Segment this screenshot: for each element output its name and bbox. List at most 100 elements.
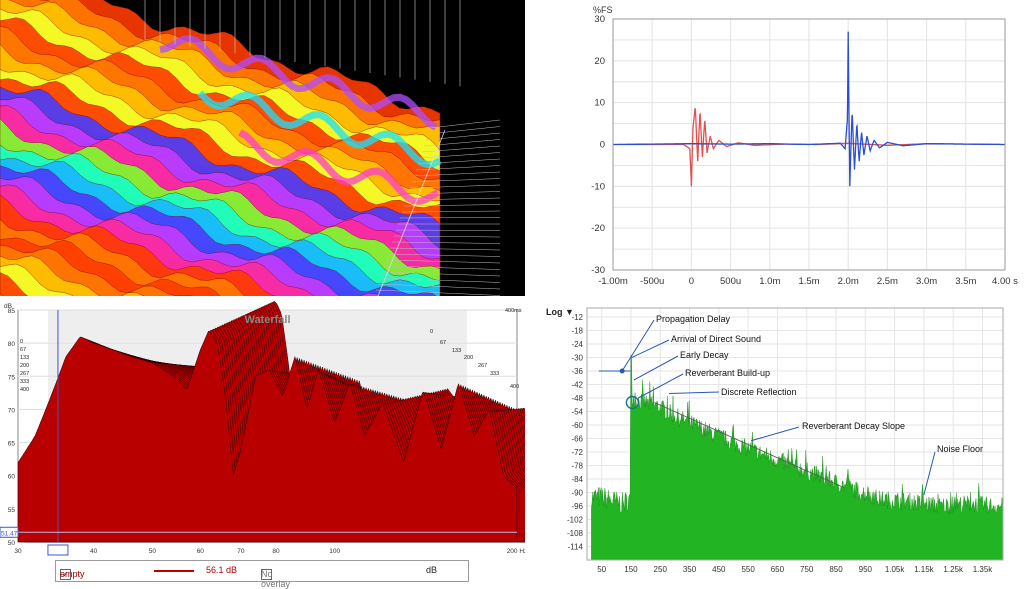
axis-floor-line (421, 145, 501, 153)
y-tick-label: -18 (571, 327, 583, 336)
axis-floor-line (395, 229, 501, 231)
spectrogram-ribbon (0, 218, 245, 296)
waterfall-chart: Waterfall8580757065605550dB3034.92405060… (0, 300, 525, 556)
axis-floor-line (401, 210, 501, 213)
x-tick-label: 1.25k (943, 565, 964, 574)
x-tick-label: 950 (859, 565, 873, 574)
y-tick-label: -102 (567, 516, 584, 525)
y-tick-label: 65 (8, 441, 16, 448)
slice-label: 400ms (505, 308, 522, 314)
x-tick-label: 350 (683, 565, 697, 574)
axis-floor-line (427, 126, 501, 135)
waterfall-3d-panel (0, 0, 525, 296)
waterfall-3d-plot (0, 0, 501, 296)
x-tick-label: 850 (829, 565, 843, 574)
slice-label: 133 (452, 348, 461, 354)
annotation-label: Propagation Delay (656, 314, 731, 324)
impulse-response-panel: -1.00m -500u 0 500u 1.0m 1.5m 2.0m 2.5m 3.0m 3.5m… (540, 0, 1024, 292)
axis-floor-line (385, 259, 501, 264)
y-tick-label: 55 (8, 507, 16, 514)
axis-floor-line (405, 197, 501, 201)
x-tick-label: 60 (197, 548, 205, 555)
y-tick-label: -30 (591, 265, 605, 276)
x-tick-label: 1.5m (798, 276, 819, 287)
legend-unit: dB (426, 565, 438, 575)
slice-label: 333 (490, 371, 499, 377)
annotation-leader (923, 451, 936, 495)
waterfall-slice (17, 330, 518, 543)
axis-floor-line (409, 184, 501, 189)
y-tick-label: -54 (571, 408, 583, 417)
y-axis-label: %FS (593, 5, 613, 15)
slice-label-left: 333 (20, 379, 29, 385)
y-tick-label: -20 (591, 223, 605, 234)
annotation-leader (638, 373, 684, 399)
spectrogram-ribbon (0, 176, 382, 296)
axis-floor-line (391, 241, 501, 244)
annotation-label: Reverberant Decay Slope (802, 421, 905, 431)
axis-floor-line (423, 139, 501, 147)
etc-panel: -12 -18 -24 -30 -36 -42 -48 -54 -60 -66 -72 -78 -84 -… (540, 300, 1024, 584)
slice-label-left: 200 (20, 363, 29, 369)
axis-floor-line (375, 289, 501, 296)
y-tick-label: 85 (8, 308, 16, 315)
buildup-circle (625, 395, 640, 410)
slice-label: 400 (510, 384, 519, 390)
y-tick-label: 50 (8, 540, 16, 547)
spectrogram-ridge (159, 35, 438, 131)
spectrogram-ridge (238, 129, 440, 205)
spectrogram-ribbon (0, 158, 441, 296)
y-tick-label: -24 (571, 340, 583, 349)
axis-floor-line (419, 152, 501, 159)
slice-label-left: 67 (20, 347, 26, 353)
x-tick-label: 750 (800, 565, 814, 574)
x-tick-label: 1.15k (914, 565, 935, 574)
annotation-label: Early Decay (680, 350, 729, 360)
axis-floor-line (393, 235, 501, 238)
y-tick-label: -66 (571, 435, 583, 444)
spectrogram-ribbon (0, 272, 29, 296)
x-tick-label: 500u (720, 276, 741, 287)
annotation-leader (669, 391, 720, 394)
x-tick-label: 1.35k (973, 565, 994, 574)
slice-label: 200 (464, 355, 473, 361)
checkbox-icon[interactable]: ✓ (60, 569, 71, 580)
slice-label-left: 267 (20, 371, 29, 377)
annotation-label: Discrete Reflection (721, 387, 797, 397)
y-tick-label: -10 (591, 181, 605, 192)
slice-label: 0 (430, 329, 433, 335)
legend-line-swatch (154, 570, 194, 572)
waterfall-panel: Waterfall8580757065605550dB3034.92405060… (0, 300, 525, 584)
y-tick-label: -108 (567, 529, 584, 538)
axis-floor-line (429, 119, 501, 129)
annotation-leader (633, 355, 679, 381)
y-tick-label: -72 (571, 448, 583, 457)
annotation-leader (621, 319, 655, 372)
spectrogram-ribbon (0, 292, 3, 296)
spectrogram-ribbon (0, 194, 277, 296)
axis-floor-line (407, 191, 501, 195)
x-tick-label: 1.05k (885, 565, 906, 574)
annotation-leader (750, 426, 800, 442)
y-tick-label: 10 (594, 98, 605, 109)
y-axis-label: dB (4, 303, 12, 310)
axis-floor-line (381, 271, 501, 277)
spectrogram-ridge (197, 90, 442, 169)
propagation-dot (619, 368, 625, 374)
axis-floor-line (413, 171, 501, 177)
cursor-y-box (0, 526, 19, 538)
y-tick-label: 60 (8, 474, 16, 481)
y-tick-label: -84 (571, 475, 583, 484)
x-tick-label: 80 (272, 548, 280, 555)
checkbox-icon[interactable] (261, 569, 272, 580)
chart-title: Waterfall (244, 314, 290, 326)
axis-edge (377, 129, 446, 296)
y-tick-label: -60 (571, 421, 583, 430)
x-tick-label: 40 (90, 548, 98, 555)
x-tick-label: 70 (237, 548, 245, 555)
annotation-label: Reverberant Build-up (685, 368, 770, 378)
y-tick-label: -90 (571, 489, 583, 498)
x-tick-label: 50 (149, 548, 157, 555)
axis-floor-line (399, 217, 501, 219)
slice-label-left: 133 (20, 355, 29, 361)
